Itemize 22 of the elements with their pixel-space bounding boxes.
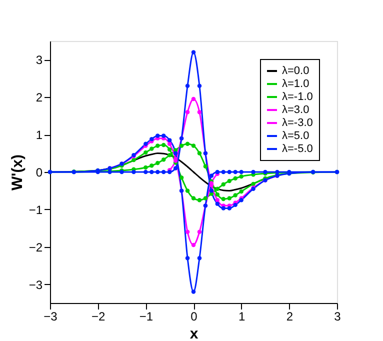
- legend-label: λ=0.0: [282, 65, 310, 77]
- x-tick-label: 1: [238, 310, 246, 324]
- x-tick-label: 0: [190, 310, 198, 324]
- legend-label: λ=3.0: [282, 104, 310, 116]
- legend-label: λ=1.0: [282, 78, 310, 90]
- y-tick-label: 0: [36, 166, 43, 180]
- x-tick-label: 2: [286, 310, 294, 324]
- legend-label: λ=-1.0: [282, 91, 313, 103]
- y-tick-label: −1: [28, 202, 43, 217]
- x-tick-label: −1: [139, 310, 154, 324]
- legend-label: λ=-5.0: [282, 143, 313, 155]
- x-axis-title: x: [190, 326, 199, 341]
- x-tick-label: 3: [334, 310, 342, 324]
- y-tick-label: 2: [36, 90, 43, 105]
- y-tick-label: −2: [28, 240, 43, 254]
- x-tick-label: −2: [91, 310, 106, 324]
- y-tick-label: 1: [36, 128, 43, 142]
- legend-label: λ=-3.0: [282, 117, 313, 129]
- y-tick-label: −3: [28, 278, 43, 292]
- y-tick-label: 3: [36, 53, 43, 68]
- y-axis-title: W'(x): [8, 154, 26, 191]
- legend-label: λ=5.0: [282, 130, 310, 142]
